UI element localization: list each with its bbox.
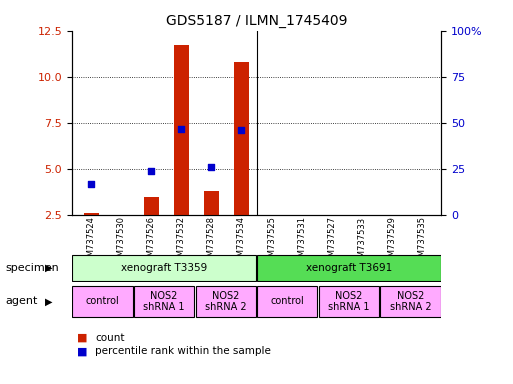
Bar (204, 191, 219, 215)
Point (207, 164, 215, 170)
Text: xenograft T3359: xenograft T3359 (121, 263, 207, 273)
Bar (257, 286, 318, 317)
Text: control: control (270, 296, 304, 306)
Bar (84, 213, 99, 215)
Point (177, 126, 186, 132)
Bar (380, 286, 441, 317)
Text: NOS2
shRNA 1: NOS2 shRNA 1 (328, 291, 369, 312)
Point (87, 180, 95, 187)
Text: specimen: specimen (5, 263, 59, 273)
Title: GDS5187 / ILMN_1745409: GDS5187 / ILMN_1745409 (166, 14, 347, 28)
Bar (195, 286, 256, 317)
Bar (144, 197, 159, 215)
Bar (72, 286, 133, 317)
Text: ▶: ▶ (45, 263, 53, 273)
Bar (174, 45, 189, 215)
Text: control: control (86, 296, 120, 306)
Text: NOS2
shRNA 1: NOS2 shRNA 1 (144, 291, 185, 312)
Text: ▶: ▶ (45, 296, 53, 306)
Text: ■: ■ (77, 333, 87, 343)
Text: percentile rank within the sample: percentile rank within the sample (95, 346, 271, 356)
Text: agent: agent (5, 296, 37, 306)
Point (238, 127, 246, 133)
Bar (319, 286, 379, 317)
Text: NOS2
shRNA 2: NOS2 shRNA 2 (389, 291, 431, 312)
Bar (72, 255, 256, 281)
Text: NOS2
shRNA 2: NOS2 shRNA 2 (205, 291, 247, 312)
Text: ■: ■ (77, 346, 87, 356)
Bar (257, 255, 441, 281)
Bar (134, 286, 194, 317)
Text: count: count (95, 333, 125, 343)
Text: xenograft T3691: xenograft T3691 (306, 263, 392, 273)
Bar (234, 62, 249, 215)
Point (147, 168, 155, 174)
